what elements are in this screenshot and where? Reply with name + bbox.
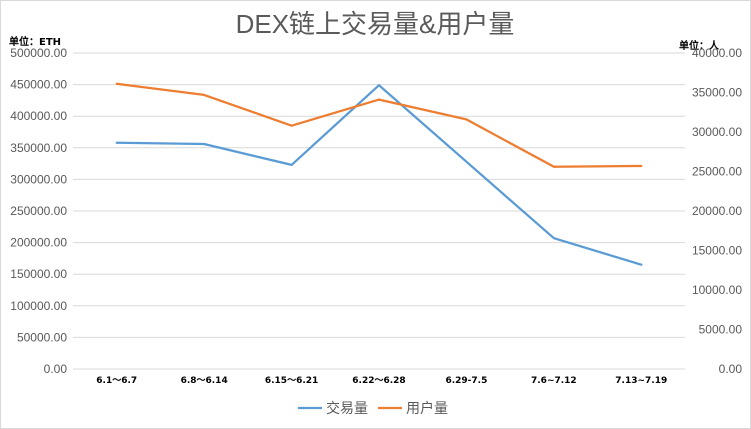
series-line-volume xyxy=(115,84,643,266)
chart-title: DEX链上交易量&用户量 xyxy=(236,9,515,39)
right-tick-label: 5000.00 xyxy=(699,323,743,337)
x-tick-label: 6.8～6.14 xyxy=(181,376,228,386)
left-tick-label: 450000.00 xyxy=(10,78,67,92)
series-line-users xyxy=(115,82,643,168)
left-axis-unit: 单位：ETH xyxy=(9,35,61,48)
right-tick-label: 35000.00 xyxy=(692,86,742,100)
x-tick-label: 7.13~7.19 xyxy=(615,376,667,386)
right-axis-unit: 单位：人 xyxy=(679,39,720,52)
legend-label: 交易量 xyxy=(326,400,368,417)
left-tick-label: 250000.00 xyxy=(10,204,67,218)
x-axis-ticks: 6.1～6.7 6.8～6.14 6.15～6.21 6.22～6.28 6.29-7.… xyxy=(96,376,667,386)
left-tick-label: 500000.00 xyxy=(10,46,67,60)
x-tick-label: 6.22～6.28 xyxy=(352,376,405,386)
left-tick-label: 100000.00 xyxy=(10,299,67,313)
left-tick-label: 300000.00 xyxy=(10,172,67,186)
series-lines xyxy=(115,82,643,266)
right-tick-label: 10000.00 xyxy=(692,283,742,297)
left-tick-label: 150000.00 xyxy=(10,267,67,281)
left-tick-label: 0.00 xyxy=(44,362,68,376)
x-tick-label: 6.15～6.21 xyxy=(265,376,318,386)
x-tick-label: 6.1～6.7 xyxy=(96,376,137,386)
x-tick-label: 7.6~7.12 xyxy=(531,376,577,386)
right-tick-label: 20000.00 xyxy=(692,204,742,218)
left-tick-label: 50000.00 xyxy=(17,330,67,344)
x-tick-label: 6.29-7.5 xyxy=(445,376,487,386)
right-tick-label: 15000.00 xyxy=(692,244,742,258)
legend-label: 用户量 xyxy=(406,400,448,417)
left-tick-label: 400000.00 xyxy=(10,109,67,123)
right-tick-label: 30000.00 xyxy=(692,125,742,139)
right-tick-label: 0.00 xyxy=(719,362,743,376)
right-tick-label: 40000.00 xyxy=(692,46,742,60)
legend: 交易量 用户量 xyxy=(298,400,448,417)
right-tick-label: 25000.00 xyxy=(692,165,742,179)
left-tick-label: 200000.00 xyxy=(10,236,67,250)
left-axis-ticks: 0.00 50000.00 100000.00 150000.00 200000.00 2… xyxy=(10,46,67,376)
left-tick-label: 350000.00 xyxy=(10,141,67,155)
right-axis-ticks: 0.00 5000.00 10000.00 15000.00 20000.00 25000… xyxy=(692,46,742,376)
